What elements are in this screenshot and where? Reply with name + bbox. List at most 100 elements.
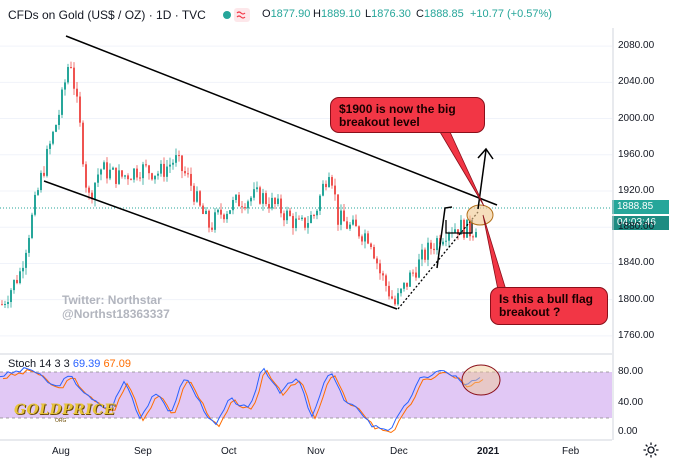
stoch-legend[interactable]: Stoch 14 3 3 69.39 67.09 [8, 358, 131, 370]
candle-body [418, 259, 420, 278]
channel-lower-line [43, 180, 398, 310]
candle-body [262, 193, 264, 204]
candle-body [73, 67, 75, 89]
ohlc-high: H1889.10 [313, 8, 361, 20]
stoch-chart[interactable] [0, 356, 612, 438]
candle-body [442, 241, 444, 245]
candle-body [25, 252, 27, 268]
candle-body [328, 177, 330, 188]
candle-body [280, 198, 282, 214]
candle-body [253, 189, 255, 198]
candle-body [28, 237, 30, 253]
candle-body [382, 273, 384, 276]
candle-body [379, 263, 381, 274]
candle-body [43, 172, 45, 176]
candle-body [367, 233, 369, 244]
price-tick: 2080.00 [618, 40, 655, 52]
candle-body [349, 224, 351, 229]
candle-body [406, 282, 408, 287]
ohlc-change: +10.77 (+0.57%) [470, 8, 552, 20]
candle-body [127, 175, 129, 180]
candle-body [334, 185, 336, 195]
callout-bottom-pointer [482, 214, 507, 291]
candle-body [4, 304, 6, 306]
candle-body [400, 288, 402, 294]
candle-body [46, 148, 48, 176]
candle-body [409, 272, 411, 287]
candle-body [208, 210, 210, 228]
candle-body [226, 213, 228, 220]
time-tick-dec: Dec [390, 446, 408, 457]
callout-top-pointer [439, 131, 485, 207]
candle-body [40, 172, 42, 191]
candle-body [13, 279, 15, 291]
candle-body [16, 279, 18, 284]
candle-body [292, 215, 294, 229]
candle-body [214, 212, 216, 230]
candle-body [250, 197, 252, 202]
candle-body [352, 219, 354, 225]
watermark-handle: @Northst18363337 [62, 307, 170, 321]
candle-body [55, 124, 57, 132]
candle-body [166, 166, 168, 177]
candle-body [79, 96, 81, 123]
candle-body [244, 207, 246, 209]
candle-body [94, 182, 96, 200]
breakout-arrow [477, 149, 487, 210]
candle-body [475, 232, 477, 238]
candle-body [394, 298, 396, 305]
candle-body [205, 210, 207, 214]
time-tick-sep: Sep [134, 446, 152, 457]
candle-body [190, 173, 192, 186]
price-chart[interactable] [0, 28, 612, 354]
candle-body [109, 169, 111, 179]
candle-body [403, 282, 405, 289]
green-dot-icon [223, 11, 231, 19]
candle-body [22, 267, 24, 272]
candle-body [112, 167, 114, 170]
candle-body [427, 242, 429, 260]
stoch-d-line [2, 369, 484, 434]
candle-body [202, 205, 204, 214]
chart-header: CFDs on Gold (US$ / OZ) · 1D · TVC O1877… [0, 0, 612, 28]
candle-body [256, 187, 258, 190]
candle-body [313, 214, 315, 216]
candle-body [49, 143, 51, 149]
candle-body [322, 183, 324, 196]
countdown-tag: 04:03:46 [612, 216, 669, 230]
candle-body [88, 187, 90, 193]
candle-body [1, 304, 3, 306]
pane-divider[interactable] [0, 353, 612, 355]
candle-body [433, 248, 435, 251]
candle-body [124, 175, 126, 177]
candle-body [34, 194, 36, 215]
status-indicators[interactable] [221, 7, 251, 23]
candle-body [337, 194, 339, 225]
candle-body [181, 155, 183, 172]
candle-body [187, 173, 189, 175]
candle-body [343, 210, 345, 222]
callout-breakout-level: $1900 is now the big breakout level [330, 97, 485, 133]
price-tick: 2000.00 [618, 112, 655, 124]
candle-body [421, 249, 423, 260]
ohlc-low: L1876.30 [365, 8, 411, 20]
candle-body [76, 88, 78, 97]
symbol-title[interactable]: CFDs on Gold (US$ / OZ) · 1D · TVC [8, 8, 206, 22]
candle-body [247, 201, 249, 209]
candle-body [463, 219, 465, 238]
candle-body [412, 272, 414, 274]
candle-body [235, 194, 237, 200]
candle-body [58, 114, 60, 125]
candle-body [196, 191, 198, 202]
candle-body [52, 131, 54, 144]
candle-body [7, 302, 9, 305]
price-tick: 1880.00 [618, 221, 655, 233]
candle-body [241, 206, 243, 208]
candle-body [82, 122, 84, 165]
candle-body [70, 67, 72, 69]
price-tick: 1760.00 [618, 329, 655, 341]
candle-body [448, 233, 450, 241]
candle-body [121, 170, 123, 177]
settings-gear-icon[interactable] [642, 441, 660, 459]
candle-body [457, 229, 459, 235]
